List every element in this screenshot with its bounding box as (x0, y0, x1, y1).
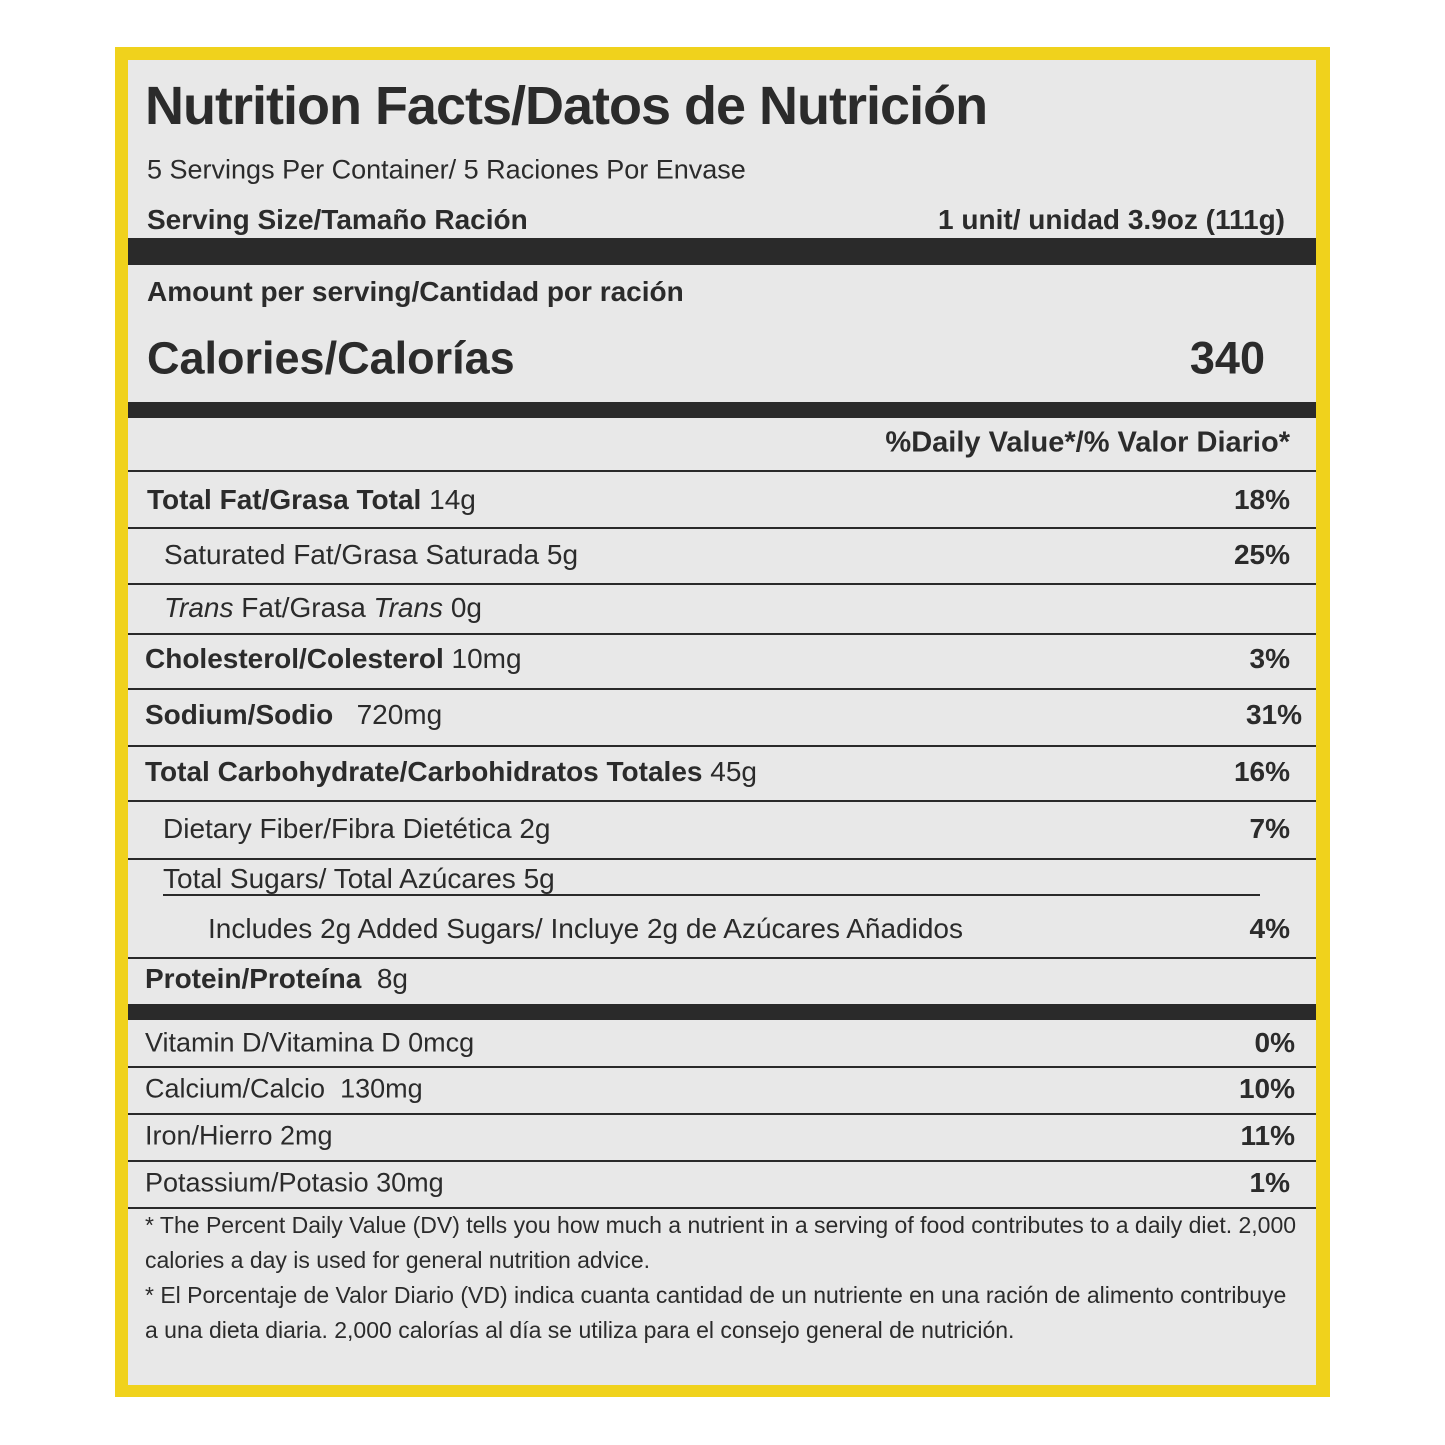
calories-value: 340 (1189, 332, 1265, 384)
nutrient-amount: 45g (710, 756, 757, 787)
rule (128, 688, 1316, 690)
rule (128, 1160, 1316, 1162)
thick-rule (128, 238, 1316, 265)
vitamin-amount: 130mg (340, 1073, 423, 1104)
nutrient-dv: 18% (1233, 484, 1290, 515)
rule (128, 583, 1316, 585)
nutrient-row: Total Fat/Grasa Total 14g (147, 486, 476, 514)
nutrient-name-part: Trans (373, 592, 444, 623)
rule (128, 858, 1316, 860)
nutrient-name: Cholesterol/Colesterol (145, 643, 444, 674)
rule (128, 1066, 1316, 1068)
serving-size-label: Serving Size/Tamaño Ración (147, 204, 528, 235)
rule (128, 633, 1316, 635)
vitamin-name: Calcium/Calcio (145, 1073, 326, 1104)
vitamin-row: Calcium/Calcio 130mg (145, 1073, 423, 1104)
nutrient-row: Protein/Proteína 8g (145, 965, 408, 993)
nutrient-name: Protein/Proteína (145, 963, 362, 994)
label-panel (128, 60, 1316, 1385)
serving-size-value: 1 unit/ unidad 3.9oz (111g) (938, 204, 1285, 235)
sugar-rule (163, 894, 1260, 896)
title: Nutrition Facts/Datos de Nutrición (145, 76, 988, 136)
nutrient-row: Total Carbohydrate/Carbohidratos Totales… (145, 758, 757, 786)
nutrient-dv: 25% (1233, 539, 1290, 570)
servings: 5 Servings Per Container/ 5 Raciones Por… (147, 154, 746, 185)
dv-header: %Daily Value*/% Valor Diario* (885, 426, 1290, 459)
rule (128, 527, 1316, 529)
nutrient-name: Total Sugars/ Total Azúcares 5g (163, 863, 555, 894)
nutrient-name: Includes 2g Added Sugars/ Incluye 2g de … (208, 913, 963, 944)
vitamin-name: Iron/Hierro 2mg (145, 1120, 333, 1151)
nutrient-name: Total Carbohydrate/Carbohidratos Totales (145, 756, 703, 787)
nutrient-dv: 4% (1249, 913, 1290, 944)
vitamin-dv: 10% (1238, 1073, 1295, 1104)
amount-per-serving: Amount per serving/Cantidad por ración (147, 276, 684, 307)
vitamin-dv: 1% (1249, 1167, 1290, 1198)
footnotes: * The Percent Daily Value (DV) tells you… (145, 1208, 1300, 1348)
nutrient-name: Saturated Fat/Grasa Saturada 5g (164, 539, 579, 570)
footnote: * El Porcentaje de Valor Diario (VD) ind… (145, 1282, 1287, 1343)
thick-rule (128, 402, 1316, 418)
nutrient-amount: 8g (376, 963, 408, 994)
nutrient-name: Dietary Fiber/Fibra Dietética 2g (163, 813, 551, 844)
nutrient-dv: 7% (1249, 813, 1290, 844)
rule (128, 800, 1316, 802)
nutrient-name-part: Trans (164, 592, 234, 623)
rule (128, 1113, 1316, 1115)
nutrient-row: Cholesterol/Colesterol 10mg (145, 645, 522, 673)
vitamin-name: Vitamin D/Vitamina D 0mcg (145, 1027, 475, 1058)
rule (128, 470, 1316, 472)
nutrient-name: Total Fat/Grasa Total (147, 484, 422, 515)
vitamin-name: Potassium/Potasio 30mg (145, 1167, 444, 1198)
nutrient-name-part: 0g (450, 592, 482, 623)
nutrient-dv: 31% (1245, 699, 1302, 730)
nutrient-dv: 16% (1233, 756, 1290, 787)
rule (128, 957, 1316, 959)
nutrient-amount: 14g (429, 484, 476, 515)
footnote: * The Percent Daily Value (DV) tells you… (145, 1212, 1297, 1273)
rule (128, 1207, 1316, 1209)
nutrient-row: Trans Fat/Grasa Trans 0g (164, 594, 482, 622)
rule (128, 745, 1316, 747)
nutrient-dv: 3% (1249, 643, 1290, 674)
nutrient-name: Sodium/Sodio (145, 699, 334, 730)
nutrient-amount: 720mg (356, 699, 443, 730)
nutrient-row: Sodium/Sodio 720mg (145, 701, 442, 729)
vitamin-dv: 11% (1240, 1120, 1296, 1151)
vitamin-dv: 0% (1254, 1027, 1295, 1058)
thick-rule (128, 1004, 1316, 1020)
nutrient-amount: 10mg (451, 643, 522, 674)
calories-label: Calories/Calorías (147, 332, 515, 384)
nutrient-name-part: Fat/Grasa (241, 592, 366, 623)
